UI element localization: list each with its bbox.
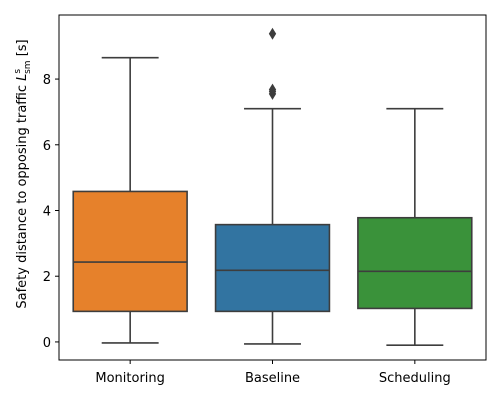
iqr-box — [214, 223, 331, 313]
y-tick-label: 8 — [43, 73, 51, 88]
y-tick-label: 6 — [43, 139, 51, 154]
boxes-layer — [72, 27, 473, 347]
y-tick-label: 4 — [43, 205, 51, 220]
x-tick-label: Baseline — [245, 371, 300, 386]
box-baseline — [214, 27, 331, 345]
box-scheduling — [357, 107, 473, 347]
y-tick-label: 2 — [43, 270, 51, 285]
box-monitoring — [72, 56, 188, 344]
iqr-box — [357, 216, 473, 310]
y-axis-label: Safety distance to opposing traffic Lssm… — [13, 39, 33, 308]
outlier-point — [268, 27, 277, 40]
y-tick-label: 0 — [43, 336, 51, 351]
outlier-point — [268, 83, 277, 96]
x-tick-label: Monitoring — [95, 371, 165, 386]
iqr-box — [72, 190, 188, 313]
x-axis: Monitoring Baseline Scheduling — [95, 360, 451, 386]
x-tick-label: Scheduling — [379, 371, 451, 386]
y-axis: 0 2 4 6 8 — [43, 73, 59, 351]
